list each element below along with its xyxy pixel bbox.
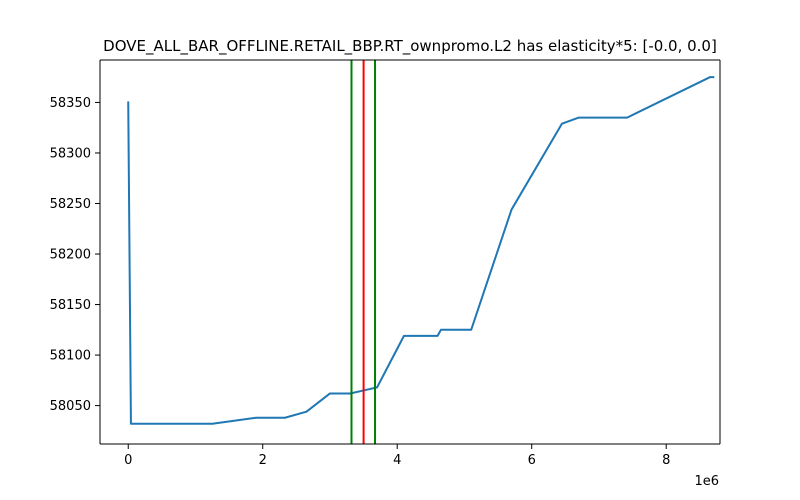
y-tick-label-3: 58200: [50, 248, 91, 263]
series-line-0: [127, 76, 715, 425]
y-tick-label-5: 58300: [50, 146, 91, 161]
x-tick-label-0: 0: [124, 453, 132, 468]
y-tick-label-6: 58350: [50, 96, 91, 111]
y-tick-label-0: 58050: [50, 399, 91, 414]
x-tick-label-4: 8: [662, 453, 670, 468]
plot-area: [127, 60, 715, 444]
x-tick-label-2: 4: [393, 453, 401, 468]
axes: 0 2 4 6 8 58050 58100 58150 58200 58250 58300 58350: [50, 59, 721, 468]
x-tick-label-1: 2: [259, 453, 267, 468]
x-offset-label: 1e6: [694, 474, 719, 489]
x-tick-label-3: 6: [528, 453, 536, 468]
chart-title: DOVE_ALL_BAR_OFFLINE.RETAIL_BBP.RT_ownpr…: [103, 37, 717, 56]
y-tick-label-4: 58250: [50, 197, 91, 212]
y-tick-label-1: 58100: [50, 349, 91, 364]
y-tick-label-2: 58150: [50, 298, 91, 313]
